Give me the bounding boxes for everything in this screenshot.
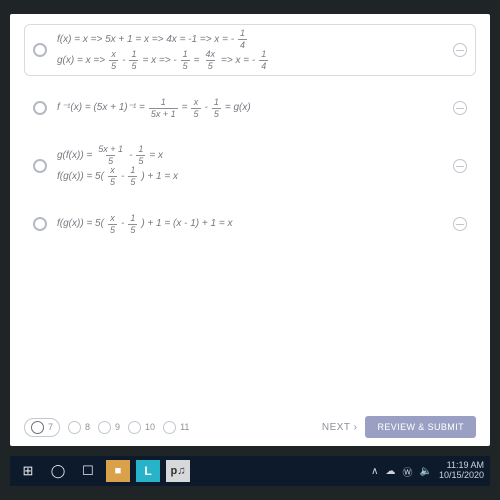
explorer-icon[interactable]: ■ <box>106 460 130 482</box>
clock-date: 10/15/2020 <box>439 471 484 481</box>
question-nav-7[interactable]: 7 <box>24 418 60 437</box>
question-options: f(x) = x => 5x + 1 = x => 4x = -1 => x =… <box>24 24 476 410</box>
clock[interactable]: 11:19 AM 10/15/2020 <box>439 461 484 481</box>
nav-number: 8 <box>85 422 90 432</box>
quiz-panel: f(x) = x => 5x + 1 = x => 4x = -1 => x =… <box>10 14 490 446</box>
app-p-icon[interactable]: p♫ <box>166 460 190 482</box>
tray-volume-icon[interactable]: 🔈 <box>420 466 432 477</box>
search-icon[interactable]: ◯ <box>46 460 70 482</box>
question-nav: 7 8 9 10 11 NEXT › REVIEW & SUBMIT <box>24 410 476 438</box>
nav-bubble-icon <box>68 421 81 434</box>
review-submit-button[interactable]: REVIEW & SUBMIT <box>365 416 476 438</box>
eliminate-icon[interactable] <box>453 43 467 57</box>
app-l-icon[interactable]: L <box>136 460 160 482</box>
answer-option-1[interactable]: f ⁻¹(x) = (5x + 1)⁻¹ = 15x + 1 = x5 - 15… <box>24 82 476 134</box>
radio-icon[interactable] <box>33 159 47 173</box>
eliminate-icon[interactable] <box>453 217 467 231</box>
answer-math: g(f(x)) = 5x + 15 - 15 = xf(g(x)) = 5( x… <box>57 145 443 187</box>
screen-bezel: f(x) = x => 5x + 1 = x => 4x = -1 => x =… <box>0 0 500 500</box>
nav-bubble-icon <box>98 421 111 434</box>
tray-wifi-icon[interactable]: Ⓦ <box>403 464 413 479</box>
tray-up-icon[interactable]: ∧ <box>371 466 378 477</box>
system-tray[interactable]: ∧ ☁ Ⓦ 🔈 11:19 AM 10/15/2020 <box>371 461 484 481</box>
nav-number: 11 <box>180 422 189 432</box>
answer-math: f(x) = x => 5x + 1 = x => 4x = -1 => x =… <box>57 29 443 71</box>
eliminate-icon[interactable] <box>453 101 467 115</box>
next-button[interactable]: NEXT › <box>322 422 358 433</box>
answer-math: f(g(x)) = 5( x5 - 15 ) + 1 = (x - 1) + 1… <box>57 214 443 235</box>
radio-icon[interactable] <box>33 101 47 115</box>
nav-bubble-icon <box>163 421 176 434</box>
taskview-icon[interactable]: ☐ <box>76 460 100 482</box>
question-nav-9[interactable]: 9 <box>98 421 120 434</box>
answer-math: f ⁻¹(x) = (5x + 1)⁻¹ = 15x + 1 = x5 - 15… <box>57 98 443 119</box>
question-nav-8[interactable]: 8 <box>68 421 90 434</box>
nav-bubble-icon <box>128 421 141 434</box>
question-nav-10[interactable]: 10 <box>128 421 155 434</box>
question-nav-11[interactable]: 11 <box>163 421 189 434</box>
start-icon[interactable]: ⊞ <box>16 460 40 482</box>
radio-icon[interactable] <box>33 217 47 231</box>
answer-option-2[interactable]: g(f(x)) = 5x + 15 - 15 = xf(g(x)) = 5( x… <box>24 140 476 192</box>
nav-number: 7 <box>48 422 53 432</box>
answer-option-3[interactable]: f(g(x)) = 5( x5 - 15 ) + 1 = (x - 1) + 1… <box>24 198 476 250</box>
nav-number: 10 <box>145 422 155 432</box>
nav-number: 9 <box>115 422 120 432</box>
answer-option-0[interactable]: f(x) = x => 5x + 1 = x => 4x = -1 => x =… <box>24 24 476 76</box>
taskbar: ⊞ ◯ ☐ ■ L p♫ ∧ ☁ Ⓦ 🔈 11:19 AM 10/15/2020 <box>10 456 490 486</box>
eliminate-icon[interactable] <box>453 159 467 173</box>
radio-icon[interactable] <box>33 43 47 57</box>
nav-bubble-icon <box>31 421 44 434</box>
tray-cloud-icon[interactable]: ☁ <box>386 466 396 477</box>
